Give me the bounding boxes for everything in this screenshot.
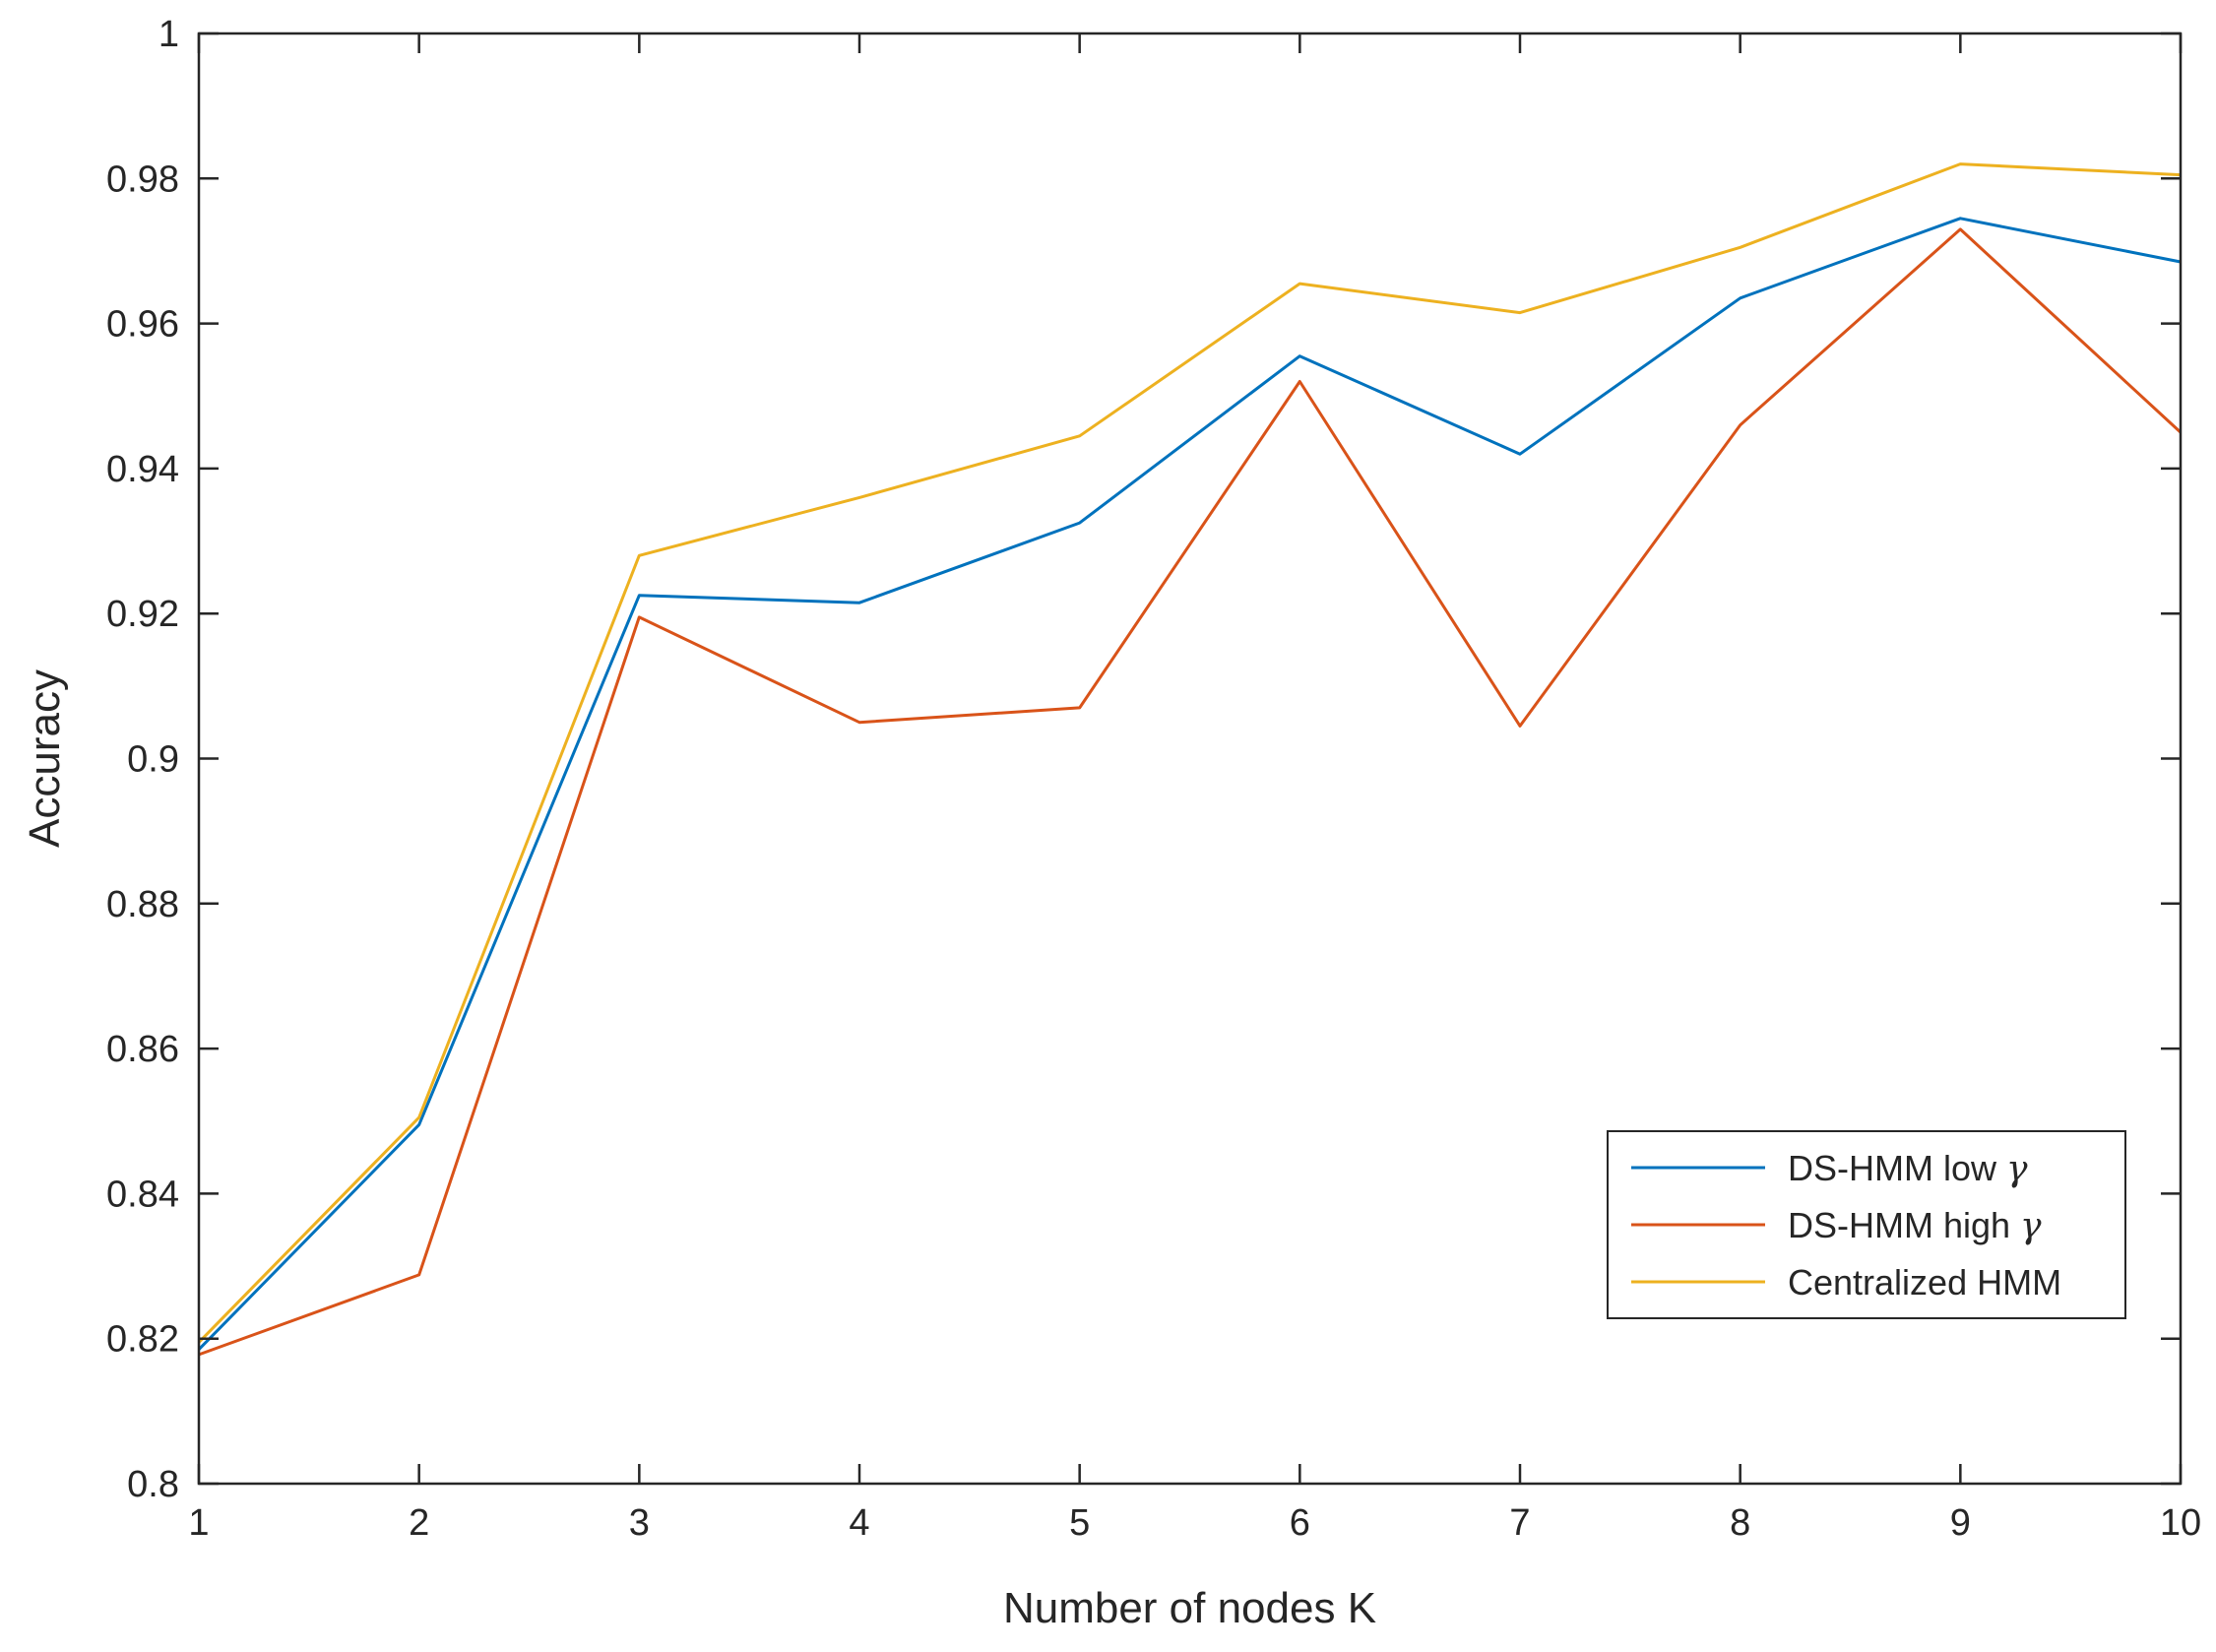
y-tick-label: 0.9 xyxy=(127,739,179,781)
gamma-symbol: γ xyxy=(2006,1149,2028,1189)
y-tick-label: 0.96 xyxy=(106,304,179,346)
y-tick-label: 0.98 xyxy=(106,159,179,200)
legend-entry: DS-HMM high γ xyxy=(1788,1205,2042,1246)
x-tick-label: 9 xyxy=(1950,1502,1971,1544)
y-tick-label: 0.92 xyxy=(106,594,179,635)
y-tick-label: 1 xyxy=(158,14,179,55)
y-tick-label: 0.8 xyxy=(127,1464,179,1505)
x-tick-label: 7 xyxy=(1509,1502,1530,1544)
legend-entry: DS-HMM low γ xyxy=(1788,1148,2028,1189)
gamma-symbol: γ xyxy=(2020,1206,2042,1246)
x-tick-label: 3 xyxy=(629,1502,650,1544)
y-axis-label: Accuracy xyxy=(21,669,69,848)
x-tick-label: 10 xyxy=(2160,1502,2201,1544)
x-axis-label: Number of nodes K xyxy=(1003,1584,1376,1632)
legend-entry: Centralized HMM xyxy=(1788,1262,2061,1303)
x-tick-label: 4 xyxy=(849,1502,869,1544)
y-tick-label: 0.88 xyxy=(106,884,179,925)
legend-entry-text: DS-HMM high xyxy=(1788,1205,2020,1245)
y-tick-label: 0.86 xyxy=(106,1029,179,1070)
y-tick-label: 0.84 xyxy=(106,1174,179,1215)
x-tick-label: 2 xyxy=(409,1502,429,1544)
x-tick-label: 1 xyxy=(188,1502,209,1544)
x-tick-label: 8 xyxy=(1730,1502,1750,1544)
x-tick-label: 6 xyxy=(1290,1502,1310,1544)
legend-entry-text: DS-HMM low xyxy=(1788,1148,2006,1188)
y-tick-label: 0.94 xyxy=(106,449,179,490)
legend-entry-text: Centralized HMM xyxy=(1788,1262,2061,1303)
y-tick-label: 0.82 xyxy=(106,1319,179,1361)
x-tick-label: 5 xyxy=(1069,1502,1090,1544)
